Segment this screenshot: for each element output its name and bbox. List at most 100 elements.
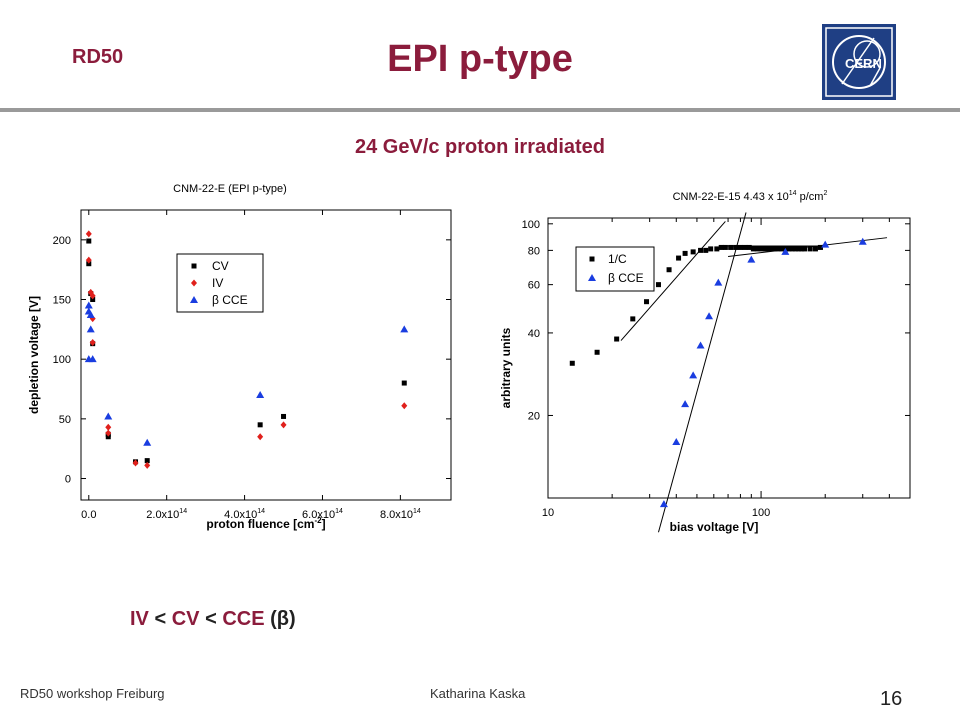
chart-depletion-voltage: CNM-22-E (EPI p-type) 0 50 100 150 200 0.0 2.0…	[27, 183, 452, 531]
chart2-legend-label: 1/C	[608, 252, 627, 266]
footer-author: Katharina Kaska	[430, 686, 526, 701]
chart1-point-s0	[144, 458, 150, 464]
chart1-point-s2	[86, 311, 95, 319]
conclusion-lt-2: <	[205, 608, 217, 630]
chart1-xtick-label: 4.0x1014	[224, 508, 265, 521]
chart2-point-s0	[718, 244, 724, 250]
chart2-point-s0	[728, 244, 734, 250]
chart2-point-s0	[737, 244, 743, 250]
chart1-legend-label: IV	[212, 276, 223, 290]
chart2-point-s0	[796, 246, 802, 252]
page-number: 16	[880, 688, 903, 710]
chart2-point-s1	[696, 341, 705, 349]
conclusion-lt-1: <	[154, 608, 167, 630]
chart2-point-s1	[659, 500, 668, 508]
chart2-point-s1	[689, 371, 698, 379]
chart1-xlabel: proton fluence [cm-2]	[206, 516, 325, 531]
chart1-legend-marker	[191, 279, 197, 287]
chart2-point-s0	[714, 246, 720, 252]
chart2-point-s0	[802, 246, 808, 252]
chart1-point-s0	[90, 297, 96, 303]
chart1-ytick-label: 200	[53, 235, 71, 247]
chart2-point-s1	[781, 247, 790, 255]
chart2-point-s0	[644, 299, 650, 305]
chart1-point-s2	[400, 325, 409, 333]
chart2-ylabel: arbitrary units	[499, 327, 513, 408]
chart1-point-s2	[86, 325, 95, 333]
chart2-xlabel: bias voltage [V]	[670, 520, 759, 534]
chart2-point-s1	[705, 312, 714, 320]
chart2-point-s0	[763, 246, 769, 252]
chart1-frame	[80, 209, 452, 501]
chart-bias-scan: CNM-22-E-15 4.43 x 1014 p/cm2 20 40 60 80 10…	[499, 190, 911, 534]
chart2-xtick-label: 100	[752, 507, 770, 519]
chart2-point-s0	[676, 255, 682, 261]
chart1-xtick-label: 6.0x1014	[302, 508, 343, 521]
chart1-point-s2	[84, 301, 93, 309]
chart2-point-s0	[698, 247, 704, 253]
chart2-ytick-label: 60	[528, 280, 540, 292]
chart2-point-s0	[789, 246, 795, 252]
chart1-point-s2	[256, 390, 265, 398]
cern-logo: CERN	[822, 24, 896, 100]
chart1-point-s1	[89, 292, 96, 300]
conclusion-cv: CV	[171, 608, 200, 630]
chart2-frame	[547, 217, 911, 499]
chart1-point-s2	[143, 438, 152, 446]
chart1-legend-label: β CCE	[212, 293, 248, 307]
conclusion-text: IV < CV < CCE (β)	[130, 608, 296, 631]
chart2-legend: 1/C β CCE	[575, 246, 655, 292]
chart1-legend: CV IV β CCE	[176, 253, 264, 313]
chart2-point-s1	[747, 255, 756, 263]
chart2-title: CNM-22-E-15 4.43 x 1014 p/cm2	[673, 190, 828, 203]
chart2-point-s0	[771, 246, 777, 252]
chart2-point-s0	[754, 246, 760, 252]
chart1-point-s1	[105, 429, 112, 437]
chart2-point-s0	[614, 336, 620, 342]
chart2-point-s0	[817, 244, 823, 250]
chart1-xtick-label: 0.0	[81, 509, 96, 521]
conclusion-beta: (β)	[270, 608, 296, 630]
chart2-point-s0	[708, 246, 714, 252]
chart2-point-s0	[750, 246, 756, 252]
chart1-ytick-label: 100	[53, 354, 71, 366]
chart2-point-s1	[672, 438, 681, 446]
chart1-point-s1	[85, 256, 92, 264]
chart2-point-s1	[681, 400, 690, 408]
chart1-ytick-label: 150	[53, 295, 71, 307]
chart2-point-s0	[690, 249, 696, 255]
chart1-legend-label: CV	[212, 259, 229, 273]
chart2-ytick-label: 40	[528, 328, 540, 340]
chart1-ytick-label: 0	[65, 474, 71, 486]
chart1-point-s1	[144, 461, 151, 469]
chart1-point-s0	[105, 434, 111, 440]
chart1-xtick-label: 8.0x1014	[380, 508, 421, 521]
chart2-point-s0	[807, 246, 813, 252]
chart2-ytick-label: 80	[528, 245, 540, 257]
chart1-ylabel: depletion voltage [V]	[27, 296, 41, 414]
chart2-point-s1	[821, 240, 830, 248]
chart1-point-s2	[88, 355, 97, 363]
chart2-point-s1	[858, 237, 867, 245]
chart2-point-s0	[594, 349, 600, 355]
chart2-point-s0	[758, 246, 764, 252]
header-label: RD50	[72, 46, 124, 68]
chart1-point-s1	[401, 402, 408, 410]
chart1-legend-marker	[190, 296, 198, 303]
chart2-point-s0	[682, 250, 688, 256]
chart1-point-s0	[257, 422, 263, 428]
chart1-point-s0	[86, 261, 92, 267]
chart1-point-s1	[89, 338, 96, 346]
chart2-legend-box	[575, 246, 655, 292]
chart2-point-s0	[733, 244, 739, 250]
chart2-point-s0	[666, 267, 672, 273]
chart1-legend-marker	[191, 263, 197, 269]
chart1-point-s0	[401, 380, 407, 386]
chart1-point-s1	[85, 230, 92, 238]
slide-title: EPI p-type	[387, 38, 573, 80]
chart1-point-s0	[281, 413, 287, 419]
chart2-legend-marker	[589, 256, 595, 262]
chart2-point-s0	[779, 246, 785, 252]
chart1-ytick-label: 50	[59, 414, 71, 426]
chart2-fit-line	[728, 237, 888, 257]
